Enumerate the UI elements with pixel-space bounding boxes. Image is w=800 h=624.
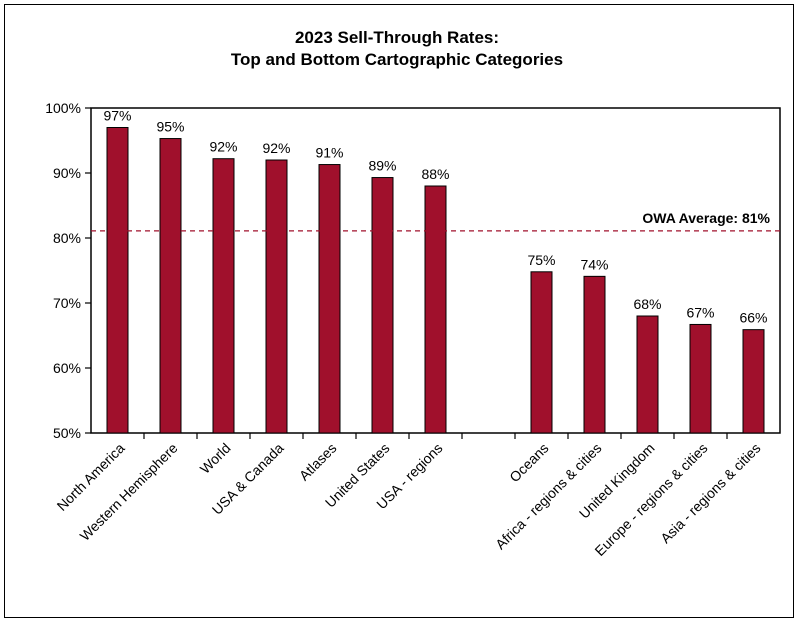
bar (530, 271, 553, 434)
bar (265, 159, 288, 434)
bar (424, 185, 447, 434)
x-category-label: World (197, 440, 234, 477)
data-label: 89% (368, 158, 396, 174)
data-label: 92% (262, 140, 290, 156)
x-category-label: Asia - regions & cities (657, 440, 763, 546)
x-category-label: Oceans (506, 440, 551, 485)
data-label: 68% (633, 296, 661, 312)
y-tick-label: 60% (53, 360, 81, 376)
bar (583, 275, 606, 434)
y-tick-label: 50% (53, 425, 81, 441)
data-label: 66% (739, 310, 767, 326)
data-label: 88% (421, 166, 449, 182)
chart-title-line-1: 2023 Sell-Through Rates: (295, 28, 499, 47)
data-label: 75% (527, 252, 555, 268)
data-label: 92% (209, 139, 237, 155)
bar (106, 127, 129, 434)
chart-title-line-2: Top and Bottom Cartographic Categories (231, 50, 563, 69)
data-label: 74% (580, 256, 608, 272)
bar (742, 329, 765, 434)
x-category-label: Africa - regions & cities (492, 440, 605, 553)
bar (636, 315, 659, 434)
y-tick-label: 90% (53, 165, 81, 181)
sell-through-chart: 2023 Sell-Through Rates: Top and Bottom … (45, 28, 781, 559)
data-label: 67% (686, 304, 714, 320)
bar (689, 323, 712, 434)
bar (318, 164, 341, 434)
x-category-label: Atlases (296, 440, 340, 484)
x-category-label: Western Hemisphere (76, 440, 180, 544)
data-label: 97% (103, 108, 131, 124)
data-label: 95% (156, 119, 184, 135)
data-label: 91% (315, 145, 343, 161)
y-tick-label: 100% (45, 100, 81, 116)
bar (212, 158, 235, 434)
y-tick-label: 70% (53, 295, 81, 311)
bar (371, 177, 394, 434)
y-tick-label: 80% (53, 230, 81, 246)
bar (159, 138, 182, 434)
chart-frame: 2023 Sell-Through Rates: Top and Bottom … (4, 4, 794, 618)
average-label: OWA Average: 81% (642, 210, 770, 226)
